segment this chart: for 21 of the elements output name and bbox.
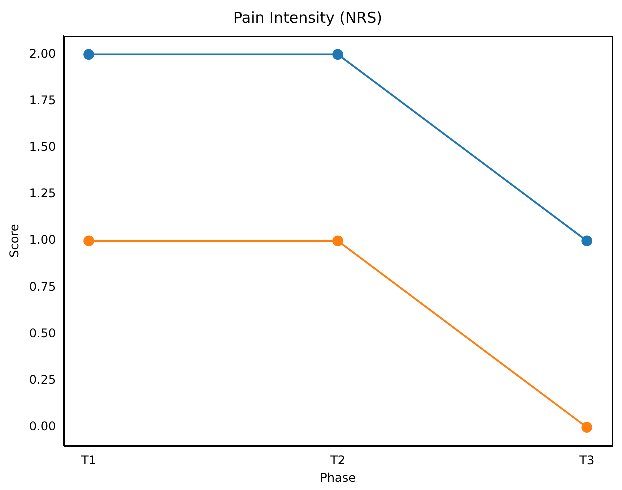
- y-tick-label: 1.25: [29, 186, 56, 201]
- point: [84, 236, 94, 246]
- y-axis-title: Score: [7, 224, 22, 258]
- y-tick-label: 2.00: [29, 46, 56, 61]
- point: [582, 236, 592, 246]
- point: [84, 49, 94, 60]
- y-tick-label: 1.00: [29, 233, 56, 248]
- y-tick-label: 0.00: [29, 420, 56, 434]
- x-axis-title: Phase: [320, 470, 356, 485]
- x-tick-label: T3: [578, 454, 595, 468]
- chart-title: Pain Intensity (NRS): [234, 8, 382, 27]
- point: [332, 49, 344, 60]
- y-tick-label: 0.75: [29, 280, 56, 294]
- x-tick-label: T1: [80, 454, 97, 468]
- y-tick-label: 0.25: [29, 373, 56, 388]
- y-tick-label: 0.50: [29, 326, 56, 340]
- point: [582, 422, 592, 433]
- y-tick-label: 1.50: [29, 140, 56, 154]
- x-tick-label: T2: [330, 454, 346, 468]
- point: [332, 236, 344, 246]
- y-tick-label: 1.75: [29, 93, 56, 108]
